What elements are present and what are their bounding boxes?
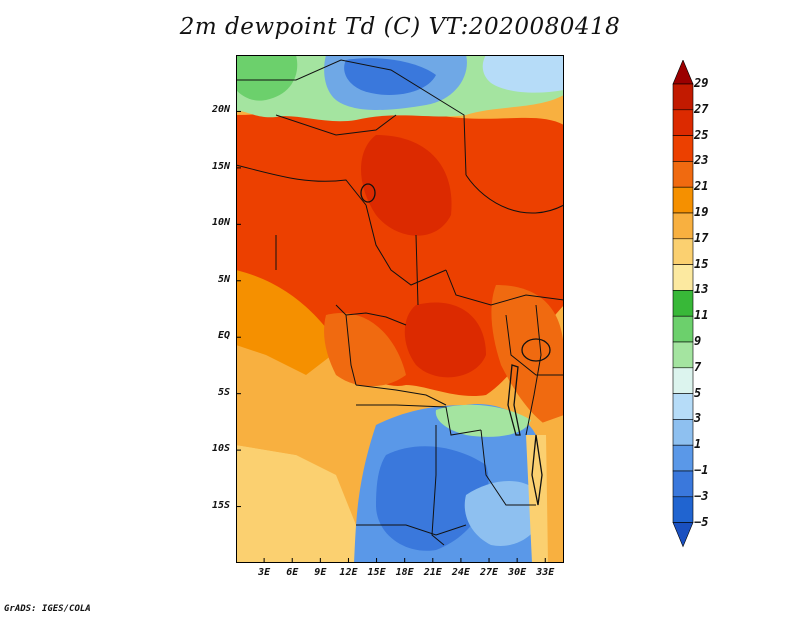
lon-label: 21E [423,567,442,578]
lon-label: 9E [314,567,327,578]
dewpoint-map [236,55,564,563]
colorbar-label: 19 [694,205,709,219]
lat-label: 5S [217,386,230,398]
colorbar-label: 11 [694,308,709,323]
lat-label: 10S [211,443,230,455]
colorbar-cell [672,367,694,394]
lon-label: 30E [508,567,527,578]
colorbar-label: 29 [694,76,709,90]
colorbar-cell [672,83,694,111]
colorbar-cell [672,315,694,343]
colorbar-cell [672,496,694,523]
colorbar-cell [672,264,694,291]
border-inner-1 [415,234,419,306]
border-angola-drc [356,404,482,436]
colorbar-label: 15 [694,256,709,271]
border-car-south [445,269,564,306]
axis-ticks [236,110,546,563]
lat-label: 15N [211,160,230,172]
colorbar-cell [672,290,694,317]
colorbar-cell [672,186,694,214]
field-east-highlands [491,285,564,435]
colorbar-cell [672,135,694,162]
field-core-chad [361,135,452,236]
border-kenya [505,314,564,376]
field-sahara-core [344,58,436,95]
field-core-congo [404,302,486,378]
colorbar-cell [672,161,694,188]
colorbar-label: 1 [694,437,702,452]
colorbar-cell [672,238,694,265]
border-angola-n [355,384,447,406]
colorbar-cells [672,60,694,548]
border-niger-mali [275,114,397,136]
colorbar-label: −3 [694,488,709,503]
border-zambia [431,425,445,546]
field-sw-pale [236,445,364,563]
field-sw-mid [236,355,332,455]
colorbar [672,60,694,548]
colorbar-cell [672,393,694,420]
lat-label: EQ [217,330,230,342]
country-borders [236,59,564,546]
border-zimbabwe [480,429,536,506]
colorbar-label: 5 [694,385,702,400]
lon-label: 3E [258,567,271,578]
field-sahel-band [236,106,564,397]
colorbar-cell [672,419,694,446]
lakes [360,183,551,506]
field-ne-light [482,55,564,93]
lon-label: 24E [451,567,470,578]
border-namibia [356,524,467,536]
grads-credit: GrADS: IGES/COLA [4,604,91,614]
border-tanzania [525,304,542,436]
colorbar-label: 7 [694,359,702,374]
lon-label: 15E [367,567,386,578]
border-sudan [465,174,564,214]
colorbar-label: 25 [694,127,709,142]
field-south-east [464,481,546,546]
colorbar-label: 21 [694,179,709,194]
field-nw-green [236,55,298,101]
field-congo-west [324,313,406,387]
colorbar-cell [672,444,694,472]
colorbar-cap-bottom [672,522,694,548]
colorbar-cell [672,109,694,136]
border-gabon [335,304,407,326]
chart-title: 2m dewpoint Td (C) VT:2020080418 [179,14,621,40]
lat-label: 15S [211,499,230,511]
border-north [236,59,467,176]
lake-victoria [521,338,551,362]
lon-label: 12E [339,567,358,578]
colorbar-cell [672,470,694,498]
lake-tanganyika [507,364,521,436]
lake-malawi [531,434,543,506]
dewpoint-field [236,55,564,563]
lat-label: 5N [217,273,230,285]
colorbar-label: 17 [694,230,709,245]
colorbar-cell [672,341,694,369]
colorbar-label: −5 [694,514,709,529]
colorbar-label: 9 [694,334,702,348]
colorbar-label: 27 [694,101,709,116]
colorbar-label: 3 [694,411,702,426]
colorbar-cap-top [672,60,694,85]
lon-label: 33E [536,567,555,578]
lat-label: 10N [211,217,230,229]
field-south-green [435,404,531,437]
lon-label: 27E [479,567,499,578]
colorbar-cell [672,212,694,240]
colorbar-label: −1 [694,463,709,477]
lon-label: 6E [286,567,299,578]
border-congo-w [345,314,357,386]
border-nigeria-north [236,164,367,206]
map-panel [236,55,564,563]
colorbar-label: 13 [694,282,709,297]
map-frame [236,55,564,563]
colorbar-label: 23 [694,153,709,168]
lake-chad [360,183,376,203]
border-cameroon [365,204,447,286]
lat-label: 20N [211,104,230,116]
lon-label: 18E [395,567,414,578]
